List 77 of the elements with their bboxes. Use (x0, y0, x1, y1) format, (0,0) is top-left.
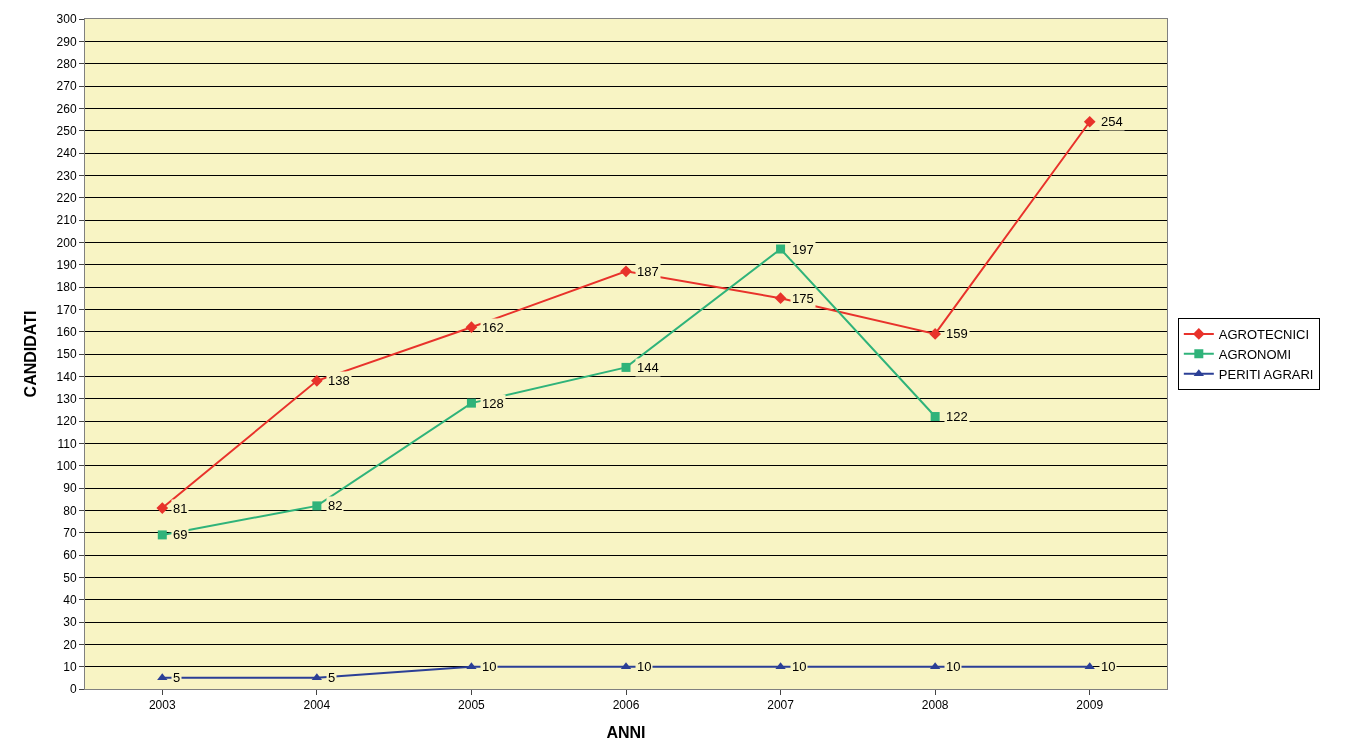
y-tick-label: 300 (56, 12, 77, 27)
legend-label: AGROTECNICI (1218, 327, 1310, 343)
y-tick-label: 10 (63, 659, 77, 674)
x-tick-label: 2009 (1076, 698, 1104, 713)
y-tick-label: 250 (56, 123, 77, 138)
x-tick-label: 2003 (148, 698, 176, 713)
y-tick-label: 240 (56, 146, 77, 161)
y-tick-label: 160 (56, 324, 77, 339)
x-tick-label: 2006 (612, 698, 640, 713)
legend-label: AGRONOMI (1218, 346, 1292, 362)
point (157, 530, 167, 540)
point (621, 362, 631, 372)
data-label: 159 (946, 326, 968, 341)
data-label: 69 (173, 527, 188, 542)
data-label: 175 (792, 291, 814, 306)
point (929, 328, 941, 340)
y-tick-label: 100 (56, 458, 77, 473)
data-label: 122 (946, 409, 968, 424)
point (466, 398, 476, 408)
y-tick-label: 140 (56, 369, 77, 384)
y-tick-label: 220 (56, 190, 77, 205)
x-axis-title: ANNI (606, 724, 646, 742)
data-label: 81 (173, 501, 188, 516)
point (1083, 115, 1096, 128)
y-tick-label: 110 (57, 436, 77, 451)
y-tick-label: 150 (56, 347, 77, 362)
data-label: 128 (482, 396, 504, 411)
x-tick-label: 2007 (767, 698, 795, 713)
data-label: 10 (637, 659, 652, 674)
y-tick-label: 210 (56, 213, 77, 228)
data-label: 144 (637, 360, 659, 375)
data-label: 10 (792, 659, 807, 674)
y-tick-label: 200 (56, 235, 77, 250)
data-label: 5 (173, 670, 181, 685)
data-label: 10 (946, 659, 961, 674)
data-label: 10 (1101, 659, 1116, 674)
point (311, 374, 323, 387)
x-tick-label: 2004 (303, 698, 331, 713)
y-tick-label: 230 (56, 168, 77, 183)
x-tick-label: 2005 (458, 698, 486, 713)
data-label: 187 (637, 264, 659, 279)
y-tick-label: 40 (63, 592, 77, 607)
y-tick-label: 60 (63, 548, 77, 563)
y-tick-label: 30 (63, 615, 77, 630)
y-tick-label: 290 (56, 34, 77, 49)
y-tick-label: 0 (69, 682, 77, 697)
y-tick-label: 80 (63, 503, 77, 518)
y-tick-label: 270 (56, 79, 77, 94)
y-tick-label: 20 (63, 637, 77, 652)
y-tick-label: 50 (63, 570, 77, 585)
point (312, 501, 322, 511)
data-label: 138 (328, 373, 350, 388)
data-label: 162 (482, 320, 504, 335)
y-tick-label: 180 (56, 280, 77, 295)
legend-label: PERITI AGRARI (1218, 366, 1314, 382)
y-tick-label: 260 (56, 101, 77, 116)
data-label: 82 (328, 498, 343, 513)
point (930, 412, 940, 422)
point (465, 321, 478, 334)
data-label: 197 (792, 242, 814, 257)
x-tick-label: 2008 (921, 698, 949, 713)
y-tick-label: 90 (63, 481, 77, 496)
y-tick-label: 280 (56, 56, 77, 71)
point (157, 673, 168, 681)
y-tick-label: 130 (56, 391, 77, 406)
point (776, 244, 786, 254)
data-label: 10 (482, 659, 497, 674)
y-axis-title: CANDIDATI (22, 310, 40, 398)
data-label: 254 (1101, 114, 1123, 129)
y-tick-label: 70 (63, 525, 77, 540)
data-label: 5 (328, 670, 336, 685)
point (620, 265, 632, 278)
point (156, 502, 169, 514)
y-tick-label: 120 (56, 414, 77, 429)
point (774, 292, 787, 305)
y-tick-label: 170 (56, 302, 77, 317)
y-tick-label: 190 (56, 257, 77, 272)
